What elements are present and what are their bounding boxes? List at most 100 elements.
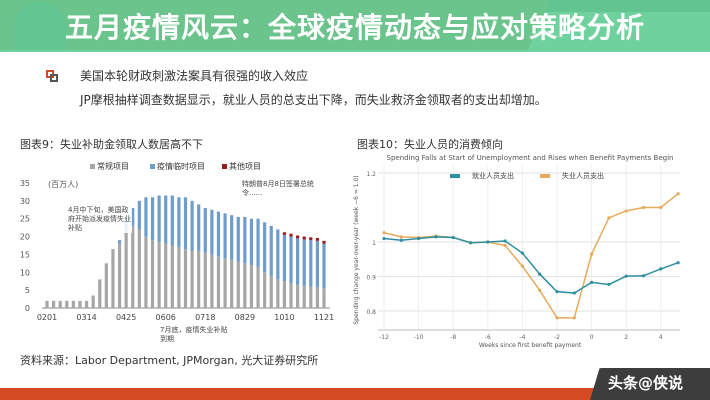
- banner-title: 五月疫情风云：全球疫情动态与应对策略分析: [64, 11, 645, 44]
- y-tick-label: 35: [20, 179, 30, 188]
- bar-常规项目: [84, 300, 89, 308]
- bullet-text: JP摩根抽样调查数据显示，就业人员的总支出下降，而失业救济金领取者的支出却增加。: [80, 93, 547, 107]
- bar-其他项目: [309, 237, 313, 241]
- bar-常规项目: [164, 243, 168, 308]
- bar-常规项目: [302, 285, 306, 308]
- bar-其他项目: [289, 233, 293, 237]
- bar-疫情临时项目: [137, 200, 141, 230]
- bar-常规项目: [45, 300, 49, 308]
- bar-其他项目: [302, 236, 306, 240]
- bar-疫情临时项目: [164, 195, 168, 244]
- point-失业人员支出: [676, 192, 680, 196]
- y-tick-label: 30: [20, 197, 30, 206]
- bar-疫情临时项目: [144, 197, 148, 237]
- point-就业人员支出: [399, 238, 403, 242]
- bar-其他项目: [282, 232, 287, 235]
- bar-疫情临时项目: [131, 208, 135, 226]
- bar-常规项目: [190, 250, 194, 308]
- bar-常规项目: [197, 250, 201, 308]
- bar-常规项目: [157, 241, 161, 308]
- bar-常规项目: [216, 256, 221, 308]
- bar-常规项目: [144, 236, 148, 308]
- x-tick-label: -10: [414, 334, 424, 341]
- legend-label: 疫情临时项目: [157, 161, 205, 171]
- bar-常规项目: [315, 287, 320, 308]
- bar-疫情临时项目: [190, 200, 194, 251]
- bar-疫情临时项目: [269, 225, 273, 276]
- bar-疫情临时项目: [203, 208, 207, 253]
- bar-疫情临时项目: [197, 204, 201, 251]
- bar-疫情临时项目: [276, 229, 280, 280]
- bar-疫情临时项目: [296, 238, 300, 285]
- bar-疫情临时项目: [309, 240, 313, 287]
- bar-常规项目: [210, 254, 214, 308]
- point-失业人员支出: [624, 209, 628, 213]
- legend-label: 失业人员支出: [562, 171, 604, 180]
- bar-疫情临时项目: [157, 195, 161, 242]
- point-就业人员支出: [520, 251, 525, 255]
- bar-疫情临时项目: [177, 197, 181, 248]
- bar-常规项目: [150, 240, 155, 308]
- bar-常规项目: [243, 263, 247, 308]
- point-失业人员支出: [590, 252, 594, 256]
- point-失业人员支出: [382, 231, 386, 235]
- bar-疫情临时项目: [210, 209, 214, 255]
- y-tick-label: 0: [25, 304, 30, 313]
- point-就业人员支出: [538, 272, 542, 276]
- annotation-benefit-expiry: 7月底，疫情失业补贴到期: [160, 326, 230, 344]
- point-失业人员支出: [538, 288, 542, 292]
- title-banner: 五月疫情风云：全球疫情动态与应对策略分析: [0, 0, 710, 52]
- legend-label: 其他项目: [229, 161, 261, 171]
- x-tick-label: 0829: [235, 313, 255, 322]
- point-就业人员支出: [434, 235, 438, 239]
- bar-其他项目: [296, 235, 300, 239]
- bar-疫情临时项目: [282, 234, 287, 282]
- bullet-icon: [46, 70, 58, 82]
- x-tick-label: 2: [624, 334, 628, 341]
- bar-常规项目: [124, 229, 128, 308]
- x-tick-label: 0201: [37, 313, 57, 322]
- bar-疫情临时项目: [322, 243, 326, 289]
- bar-疫情临时项目: [183, 197, 188, 250]
- bar-常规项目: [111, 249, 115, 308]
- bar-常规项目: [51, 300, 56, 308]
- point-就业人员支出: [624, 274, 628, 278]
- point-就业人员支出: [590, 280, 594, 284]
- bar-疫情临时项目: [230, 215, 234, 260]
- annotation-executive-order: 特朗普8月8日签署总统令......: [242, 180, 322, 198]
- point-失业人员支出: [607, 216, 611, 220]
- x-tick-label: -2: [554, 334, 560, 341]
- point-就业人员支出: [641, 274, 646, 278]
- bar-常规项目: [203, 252, 207, 308]
- bar-常规项目: [65, 300, 69, 308]
- bar-常规项目: [183, 249, 188, 308]
- bar-疫情临时项目: [263, 222, 267, 273]
- bar-疫情临时项目: [117, 240, 122, 244]
- bar-其他项目: [322, 240, 326, 244]
- point-失业人员支出: [520, 264, 525, 268]
- bar-常规项目: [282, 281, 287, 308]
- point-失业人员支出: [555, 316, 559, 320]
- x-tick-label: 4: [659, 334, 663, 341]
- point-就业人员支出: [382, 236, 386, 241]
- bar-疫情临时项目: [216, 211, 221, 257]
- point-就业人员支出: [555, 290, 559, 294]
- bar-常规项目: [137, 229, 141, 308]
- footer-bar: [0, 388, 710, 400]
- x-tick-label: -12: [379, 334, 389, 341]
- point-就业人员支出: [572, 291, 576, 295]
- bar-常规项目: [276, 279, 280, 308]
- x-tick-label: 0425: [116, 313, 136, 322]
- y-tick-label: 20: [20, 233, 30, 242]
- chart-subtitle: Spending Falls at Start of Unemployment …: [387, 154, 674, 162]
- bar-疫情临时项目: [302, 239, 306, 286]
- bar-常规项目: [104, 263, 108, 308]
- figure9-title: 图表9：失业补助金领取人数居高不下: [20, 138, 203, 151]
- bar-常规项目: [177, 247, 181, 308]
- y-tick-label: 15: [20, 250, 30, 259]
- figure10-title: 图表10：失业人员的消费倾向: [357, 138, 503, 151]
- y-axis-label: Spending change year-over-year (week −6 …: [353, 175, 360, 324]
- legend-swatch: [450, 174, 460, 178]
- bar-常规项目: [249, 265, 254, 308]
- bar-常规项目: [230, 259, 234, 308]
